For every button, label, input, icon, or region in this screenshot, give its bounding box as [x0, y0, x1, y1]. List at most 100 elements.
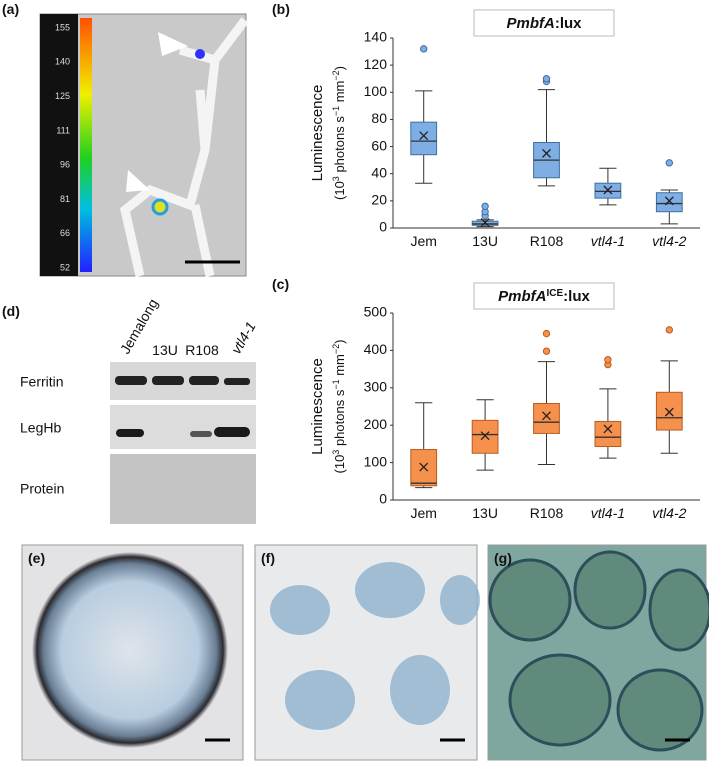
- panel-label: (f): [261, 550, 275, 566]
- colorbar-tick: 96: [60, 160, 70, 170]
- units-part: mm: [332, 81, 347, 106]
- x-tick-label: Jem: [410, 505, 436, 521]
- title-box: [473, 282, 615, 310]
- mean-marker: [419, 131, 429, 141]
- root-shape: [119, 17, 249, 277]
- mean-marker: [419, 462, 429, 472]
- title-part: :lux: [555, 15, 582, 32]
- y-axis-label: Luminescence: [309, 85, 326, 182]
- mean-marker: [542, 148, 551, 158]
- title-part: ICE: [547, 288, 564, 299]
- title-part: :lux: [563, 288, 590, 305]
- bands: [116, 427, 250, 437]
- outlier: [542, 75, 551, 83]
- panel-label: (e): [28, 550, 45, 566]
- bands: [115, 376, 250, 385]
- y-tick-label: 20: [371, 192, 387, 208]
- panel-label: (d): [2, 303, 20, 319]
- y-tick-label: 0: [379, 219, 387, 235]
- units-part: ): [332, 340, 347, 344]
- units-part: 3: [331, 176, 341, 181]
- y-tick-label: 0: [379, 491, 387, 507]
- stained-cells: [270, 562, 480, 730]
- box: [533, 403, 560, 434]
- units-part: −2: [331, 70, 341, 80]
- cells: [488, 550, 709, 752]
- mean-marker: [542, 411, 551, 421]
- title-part: PmbfA: [506, 15, 554, 32]
- signal-spot: [195, 49, 205, 59]
- blot-protein: [110, 454, 256, 524]
- y-tick-label: 40: [371, 164, 387, 180]
- colorbar-tick: 125: [55, 91, 70, 101]
- y-tick-label: 120: [364, 56, 388, 72]
- colorbar-tick: 155: [55, 22, 70, 32]
- y-tick-label: 200: [364, 416, 388, 432]
- units-part: −1: [331, 106, 341, 116]
- signal-spot: [151, 198, 169, 216]
- units-part: photons s: [332, 389, 347, 449]
- y-axis-label: Luminescence: [309, 358, 326, 455]
- y-tick-label: 60: [371, 137, 387, 153]
- row-label: LegHb: [20, 420, 61, 436]
- colorbar: [80, 18, 92, 272]
- units-part: (10: [332, 455, 347, 474]
- units-part: −1: [331, 379, 341, 389]
- colorbar-tick: 81: [60, 194, 70, 204]
- box: [655, 192, 683, 213]
- panel-label: (b): [272, 1, 290, 17]
- outlier: [665, 159, 673, 167]
- lane-label: vtl4-1: [228, 319, 259, 357]
- x-tick-label: R108: [530, 505, 564, 521]
- outlier: [420, 45, 428, 53]
- units-part: 3: [331, 450, 341, 455]
- outlier: [481, 202, 489, 210]
- outlier: [542, 347, 551, 355]
- units-part: (10: [332, 181, 347, 200]
- chart-title: PmbfA:lux: [506, 15, 582, 32]
- box: [410, 121, 438, 156]
- x-tick-label: 13U: [472, 505, 498, 521]
- y-axis-units: (103 photons s−1 mm−2): [331, 340, 347, 474]
- nodule-section: [32, 552, 228, 748]
- x-tick-label: vtl4-1: [591, 233, 625, 249]
- mean-marker: [480, 218, 490, 228]
- panel-label: (g): [494, 550, 512, 566]
- colorbar-tick: 66: [60, 228, 70, 238]
- colorbar-tick: 140: [55, 57, 70, 67]
- x-tick-label: vtl4-2: [652, 505, 686, 521]
- panel-label: (c): [272, 276, 289, 292]
- y-tick-label: 400: [364, 341, 388, 357]
- x-tick-label: vtl4-1: [591, 505, 625, 521]
- y-tick-label: 100: [364, 453, 388, 469]
- y-tick-label: 140: [364, 29, 388, 45]
- mean-marker: [664, 407, 674, 417]
- outlier: [542, 329, 551, 338]
- colorbar-tick: 52: [60, 262, 70, 272]
- box: [655, 391, 683, 431]
- row-label: Protein: [20, 481, 64, 497]
- chart-title: PmbfAICE:lux: [498, 288, 590, 306]
- arrowhead: [158, 32, 188, 56]
- x-tick-label: Jem: [410, 233, 436, 249]
- y-tick-label: 500: [364, 304, 388, 320]
- x-tick-label: vtl4-2: [652, 233, 686, 249]
- lane-label: 13U: [152, 342, 178, 358]
- panel-label: (a): [2, 1, 19, 17]
- mean-marker: [603, 185, 613, 195]
- units-part: ): [332, 66, 347, 70]
- mean-marker: [603, 424, 613, 434]
- y-tick-label: 100: [364, 83, 388, 99]
- row-label: Ferritin: [20, 374, 64, 390]
- arrowhead: [126, 170, 150, 192]
- units-part: photons s: [332, 116, 347, 176]
- title-part: PmbfA: [498, 288, 546, 305]
- box: [594, 420, 622, 448]
- y-tick-label: 300: [364, 379, 388, 395]
- title-box: [473, 9, 615, 37]
- outlier: [604, 356, 612, 364]
- colorbar-tick: 111: [56, 125, 70, 135]
- colorbar-bg: [40, 14, 78, 276]
- outlier: [665, 326, 673, 334]
